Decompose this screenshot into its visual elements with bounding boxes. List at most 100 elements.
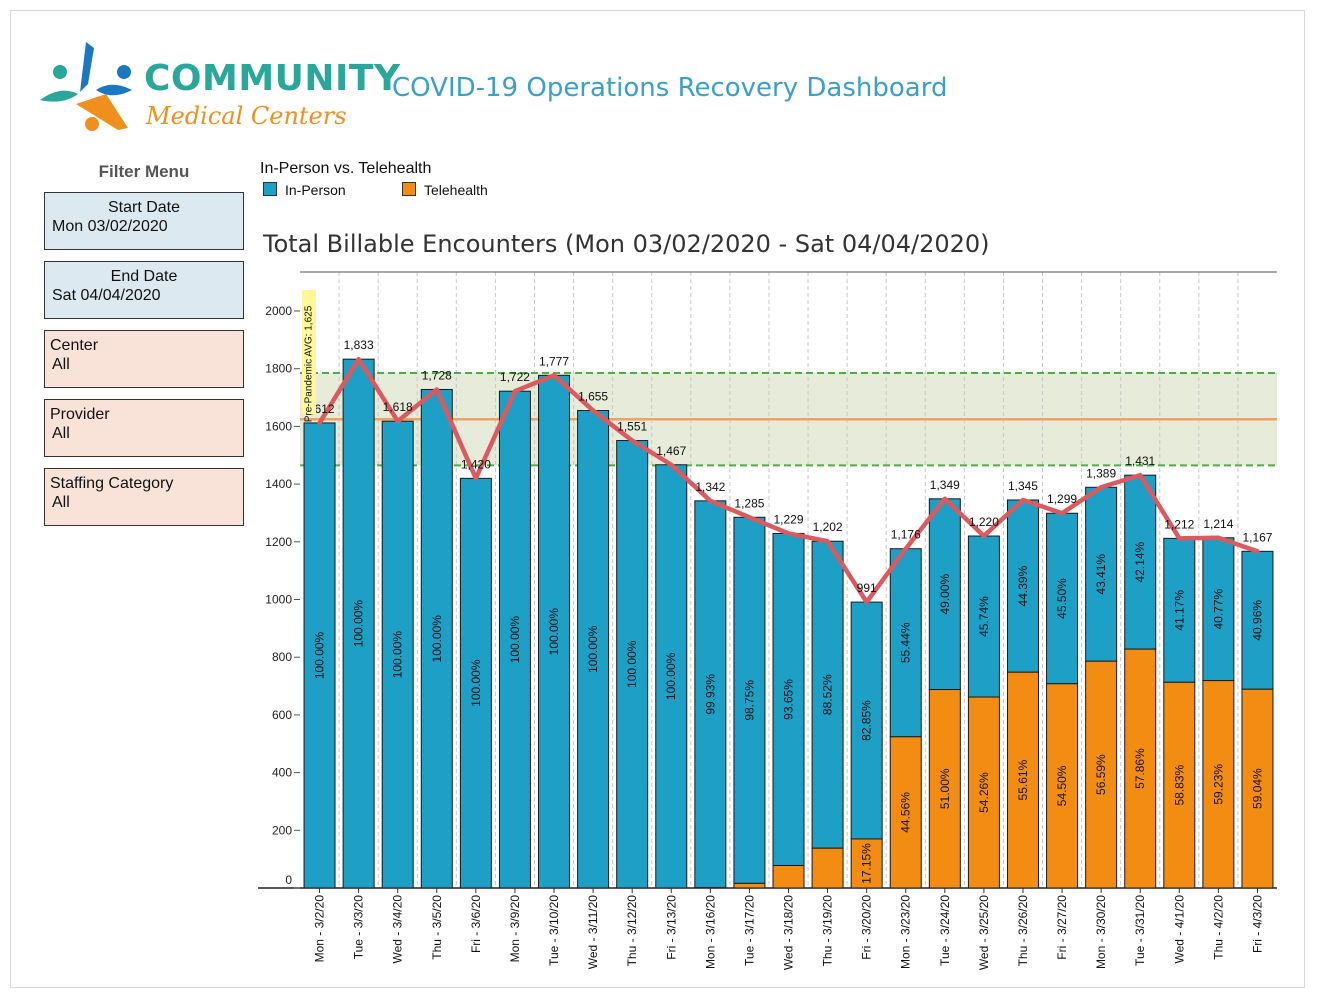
y-tick-label: 400 [272, 766, 292, 780]
in-person-pct-label: 45.50% [1055, 578, 1069, 619]
total-value-label: 1,728 [422, 368, 452, 382]
legend-title: In-Person vs. Telehealth [260, 160, 432, 177]
x-tick-label: Wed - 3/18/20 [782, 895, 796, 970]
bar-telehealth [1006, 671, 1039, 889]
in-person-pct-label: 93.65% [782, 679, 796, 720]
total-value-label: 1,220 [969, 515, 999, 529]
end-date-filter[interactable]: End Date Sat 04/04/2020 [44, 261, 244, 319]
end-date-label: End Date [110, 268, 178, 285]
in-person-pct-label: 40.77% [1211, 588, 1225, 629]
y-tick-label: 1200 [265, 535, 292, 549]
in-person-pct-label: 40.96% [1250, 600, 1264, 641]
bar-telehealth [772, 864, 805, 889]
community-logo-icon [40, 42, 132, 131]
x-tick-label: Mon - 3/2/20 [313, 895, 327, 963]
in-person-pct-label: 100.00% [508, 616, 522, 664]
x-tick-label: Mon - 3/16/20 [703, 895, 717, 969]
total-value-label: 1,551 [617, 420, 647, 434]
in-person-pct-label: 100.00% [625, 640, 639, 688]
bar-telehealth [967, 696, 1000, 889]
in-person-pct-label: 100.00% [430, 615, 444, 663]
bar-telehealth [850, 838, 883, 889]
bar-in-person [694, 500, 727, 889]
x-tick-label: Tue - 3/31/20 [1133, 895, 1147, 966]
start-date-filter[interactable]: Start Date Mon 03/02/2020 [44, 192, 244, 250]
y-tick-label: 2000 [265, 304, 292, 318]
total-value-label: 1,214 [1203, 517, 1233, 531]
bar-telehealth [1124, 648, 1157, 889]
y-tick-label: 1800 [265, 362, 292, 376]
staffing-filter-value: All [52, 494, 70, 511]
telehealth-pct-label: 54.50% [1055, 765, 1069, 806]
x-tick-label: Wed - 3/4/20 [391, 895, 405, 964]
x-tick-label: Thu - 3/12/20 [625, 895, 639, 967]
y-tick-label: 800 [272, 650, 292, 664]
total-value-label: 1,420 [461, 457, 491, 471]
x-tick-label: Wed - 3/11/20 [586, 895, 600, 970]
in-person-pct-label: 100.00% [664, 652, 678, 700]
x-tick-label: Tue - 3/3/20 [352, 895, 366, 960]
total-value-label: 1,389 [1086, 466, 1116, 480]
x-tick-label: Fri - 3/20/20 [860, 895, 874, 960]
telehealth-swatch [402, 182, 416, 196]
bar-telehealth [1241, 688, 1274, 889]
bar-telehealth [811, 847, 844, 889]
bar-in-person [733, 516, 766, 884]
provider-filter-label: Provider [50, 406, 110, 423]
brand-logo: COMMUNITY Medical Centers [32, 34, 400, 138]
y-tick-label: 1000 [265, 593, 292, 607]
bar-telehealth [1202, 680, 1235, 889]
in-person-pct-label: 88.52% [821, 674, 835, 715]
telehealth-pct-label: 56.59% [1094, 754, 1108, 795]
total-value-label: 1,342 [695, 480, 725, 494]
x-tick-label: Wed - 3/25/20 [977, 895, 991, 970]
telehealth-pct-label: 57.86% [1133, 748, 1147, 789]
telehealth-pct-label: 59.04% [1250, 768, 1264, 809]
provider-filter[interactable]: Provider All [44, 399, 244, 457]
telehealth-pct-label: 44.56% [899, 792, 913, 833]
legend-item-telehealth[interactable]: Telehealth [402, 182, 488, 198]
bar-in-person [538, 374, 571, 889]
x-tick-label: Tue - 3/24/20 [938, 895, 952, 966]
bar-in-person [1202, 537, 1235, 682]
total-value-label: 1,722 [500, 370, 530, 384]
in-person-pct-label: 100.00% [391, 631, 405, 679]
telehealth-pct-label: 17.15% [860, 843, 874, 884]
x-tick-label: Mon - 3/9/20 [508, 895, 522, 963]
telehealth-pct-label: 55.61% [1016, 759, 1030, 800]
x-tick-label: Mon - 3/30/20 [1094, 895, 1108, 969]
brand-name-bottom: Medical Centers [146, 102, 347, 130]
total-value-label: 1,655 [578, 390, 608, 404]
start-date-value: Mon 03/02/2020 [52, 218, 168, 235]
total-value-label: 1,167 [1242, 530, 1272, 544]
x-tick-label: Wed - 4/1/20 [1172, 895, 1186, 964]
staffing-filter-label: Staffing Category [50, 475, 174, 492]
in-person-pct-label: 98.75% [742, 680, 756, 721]
legend-item-in-person[interactable]: In-Person [263, 182, 346, 198]
y-tick-label: 600 [272, 708, 292, 722]
center-filter-value: All [52, 356, 70, 373]
filter-menu-title: Filter Menu [98, 162, 190, 181]
x-tick-label: Tue - 3/10/20 [547, 895, 561, 966]
x-tick-label: Fri - 3/13/20 [664, 895, 678, 960]
reference-label: Pre-Pandemic AVG: 1,625 [304, 305, 315, 422]
center-filter[interactable]: Center All [44, 330, 244, 388]
in-person-pct-label: 100.00% [547, 608, 561, 656]
y-tick-label: 1400 [265, 477, 292, 491]
total-value-label: 1,285 [734, 496, 764, 510]
total-value-label: 1,176 [891, 528, 921, 542]
bar-in-person [928, 498, 961, 691]
legend-label-in-person: In-Person [285, 182, 346, 198]
in-person-pct-label: 44.39% [1016, 565, 1030, 606]
bar-telehealth [733, 882, 766, 889]
in-person-swatch [263, 182, 277, 196]
x-tick-label: Fri - 3/6/20 [469, 895, 483, 953]
y-tick-label: 200 [272, 823, 292, 837]
in-person-pct-label: 100.00% [469, 659, 483, 707]
bar-in-person [303, 422, 336, 889]
total-value-label: 1,467 [656, 444, 686, 458]
total-value-label: 991 [857, 581, 877, 595]
in-person-pct-label: 45.74% [977, 596, 991, 637]
x-tick-label: Fri - 3/27/20 [1055, 895, 1069, 960]
staffing-category-filter[interactable]: Staffing Category All [44, 468, 244, 526]
